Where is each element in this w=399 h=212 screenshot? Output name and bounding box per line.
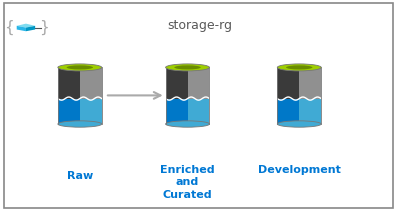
Polygon shape xyxy=(166,67,188,124)
Ellipse shape xyxy=(174,65,201,70)
Polygon shape xyxy=(17,26,26,31)
Polygon shape xyxy=(299,67,321,124)
Text: Development: Development xyxy=(258,165,341,175)
Ellipse shape xyxy=(277,121,321,127)
Ellipse shape xyxy=(58,121,102,127)
Ellipse shape xyxy=(67,65,93,70)
Ellipse shape xyxy=(286,65,312,70)
Text: }: } xyxy=(39,20,48,35)
Polygon shape xyxy=(299,99,321,124)
Ellipse shape xyxy=(58,64,102,71)
Polygon shape xyxy=(80,67,102,124)
Text: storage-rg: storage-rg xyxy=(167,19,232,32)
Polygon shape xyxy=(277,99,299,124)
Text: {: { xyxy=(4,20,14,35)
Polygon shape xyxy=(58,99,80,124)
Polygon shape xyxy=(17,24,35,28)
Polygon shape xyxy=(166,99,188,124)
Text: Raw: Raw xyxy=(67,171,93,181)
Ellipse shape xyxy=(166,64,209,71)
Polygon shape xyxy=(80,99,102,124)
Polygon shape xyxy=(26,26,35,31)
Text: Enriched
and
Curated: Enriched and Curated xyxy=(160,165,215,200)
Polygon shape xyxy=(188,67,209,124)
Ellipse shape xyxy=(277,64,321,71)
Polygon shape xyxy=(277,67,299,124)
Polygon shape xyxy=(58,67,80,124)
Ellipse shape xyxy=(166,121,209,127)
Polygon shape xyxy=(188,99,209,124)
